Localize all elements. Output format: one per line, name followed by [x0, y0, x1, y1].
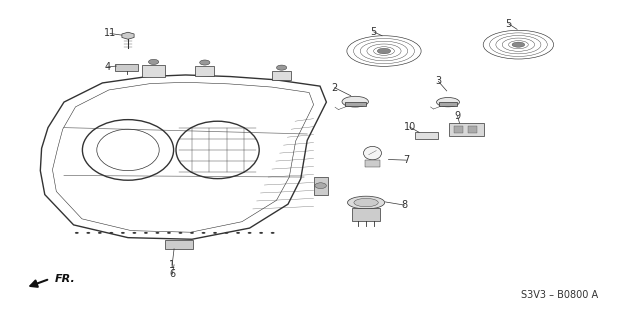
FancyBboxPatch shape [272, 71, 291, 80]
FancyBboxPatch shape [449, 123, 484, 136]
Text: 7: 7 [403, 155, 410, 165]
Ellipse shape [342, 96, 369, 107]
Text: 8: 8 [401, 200, 408, 210]
Circle shape [271, 232, 275, 234]
Text: 6: 6 [169, 269, 175, 279]
Circle shape [121, 232, 125, 234]
Text: 3: 3 [435, 76, 442, 86]
Text: 10: 10 [403, 122, 416, 132]
Circle shape [190, 232, 194, 234]
FancyBboxPatch shape [365, 160, 380, 167]
Circle shape [109, 232, 113, 234]
FancyBboxPatch shape [345, 102, 366, 107]
Circle shape [202, 232, 205, 234]
Circle shape [148, 59, 159, 64]
Ellipse shape [436, 98, 460, 107]
Text: 5: 5 [506, 19, 512, 29]
Circle shape [276, 65, 287, 70]
Circle shape [167, 232, 171, 234]
Circle shape [225, 232, 228, 234]
Text: 5: 5 [371, 27, 377, 37]
Circle shape [132, 232, 136, 234]
Text: 4: 4 [104, 62, 111, 72]
Text: 2: 2 [332, 83, 338, 93]
Ellipse shape [512, 42, 525, 47]
Text: S3V3 – B0800 A: S3V3 – B0800 A [522, 290, 598, 300]
Circle shape [200, 60, 210, 65]
Ellipse shape [378, 48, 390, 54]
Circle shape [315, 183, 326, 189]
Circle shape [248, 232, 252, 234]
Circle shape [236, 232, 240, 234]
Text: 9: 9 [454, 111, 461, 122]
FancyBboxPatch shape [115, 64, 138, 71]
Text: 11: 11 [104, 28, 116, 39]
Ellipse shape [354, 198, 378, 207]
FancyBboxPatch shape [142, 65, 164, 77]
Ellipse shape [348, 196, 385, 209]
FancyBboxPatch shape [352, 208, 380, 221]
Circle shape [213, 232, 217, 234]
Circle shape [75, 232, 79, 234]
Circle shape [156, 232, 159, 234]
FancyBboxPatch shape [195, 66, 214, 76]
Circle shape [179, 232, 182, 234]
Circle shape [259, 232, 263, 234]
Text: FR.: FR. [55, 274, 76, 285]
Ellipse shape [364, 146, 381, 160]
FancyBboxPatch shape [165, 240, 193, 249]
FancyBboxPatch shape [415, 132, 438, 139]
Polygon shape [122, 32, 134, 39]
Circle shape [144, 232, 148, 234]
Text: 1: 1 [169, 260, 175, 270]
FancyBboxPatch shape [314, 177, 328, 195]
Circle shape [98, 232, 102, 234]
FancyBboxPatch shape [439, 102, 457, 106]
FancyBboxPatch shape [468, 126, 477, 133]
Circle shape [86, 232, 90, 234]
FancyBboxPatch shape [454, 126, 463, 133]
